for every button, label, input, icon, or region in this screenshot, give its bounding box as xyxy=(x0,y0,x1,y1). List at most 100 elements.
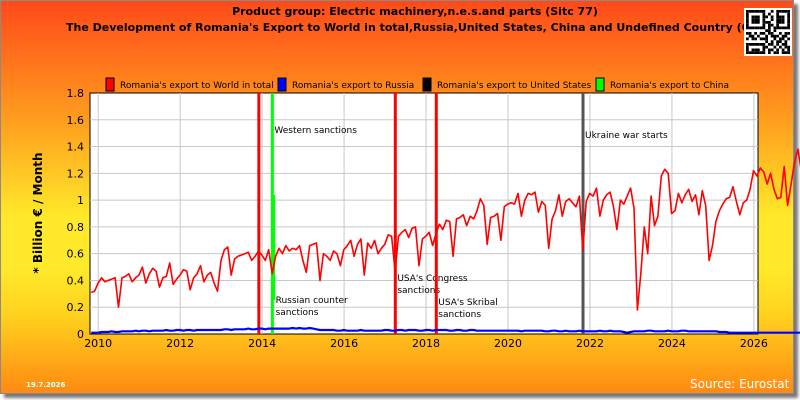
qr-module xyxy=(754,18,757,21)
qr-module xyxy=(751,10,755,13)
legend-label-china: Romania's export to China xyxy=(610,81,729,91)
qr-module xyxy=(784,43,788,46)
qr-module xyxy=(762,51,766,54)
qr-module xyxy=(770,32,774,35)
qr-module xyxy=(754,48,757,52)
qr-module xyxy=(779,45,782,49)
qr-module xyxy=(757,18,760,21)
qr-module xyxy=(754,51,757,54)
qr-module xyxy=(768,23,771,27)
x-axis: 2010 2012 2014 2016 2018 2020 2022 2024 2026 xyxy=(84,337,768,350)
y-tick-label: 0.4 xyxy=(67,274,85,287)
qr-module xyxy=(748,26,752,30)
x-tick-label: 2024 xyxy=(658,337,686,350)
qr-module xyxy=(784,26,788,30)
qr-module xyxy=(781,48,785,52)
qr-module xyxy=(770,40,774,43)
series-lines xyxy=(90,148,800,334)
qr-module xyxy=(759,43,763,46)
qr-module xyxy=(762,45,766,49)
qr-module xyxy=(773,51,777,54)
event-label: USA's Congress sanctions xyxy=(397,274,468,296)
qr-module xyxy=(784,34,788,38)
qr-module xyxy=(746,10,749,13)
qr-module xyxy=(770,34,774,38)
qr-module xyxy=(773,37,777,41)
qr-module xyxy=(779,40,782,43)
legend-swatch-world xyxy=(105,77,115,92)
qr-module xyxy=(770,10,774,13)
qr-module xyxy=(784,51,788,54)
qr-module xyxy=(770,48,774,52)
series-line-world xyxy=(90,148,800,311)
qr-module xyxy=(776,23,779,27)
y-tick-label: 0.2 xyxy=(67,301,85,314)
qr-module xyxy=(781,26,785,30)
qr-module xyxy=(784,32,788,35)
qr-module xyxy=(748,43,752,46)
x-tick-label: 2016 xyxy=(330,337,358,350)
x-tick-label: 2022 xyxy=(576,337,604,350)
qr-module xyxy=(787,21,790,24)
qr-module xyxy=(748,10,752,13)
qr-module xyxy=(770,23,774,27)
qr-module xyxy=(787,51,790,54)
qr-module xyxy=(754,26,757,30)
qr-module xyxy=(768,29,771,32)
qr-module xyxy=(751,18,755,21)
qr-module xyxy=(751,15,755,19)
event-label: Western sanctions xyxy=(274,126,357,136)
qr-module xyxy=(779,26,782,30)
qr-module xyxy=(748,34,752,38)
qr-module xyxy=(765,21,768,24)
qr-module xyxy=(787,18,790,21)
qr-module xyxy=(768,32,771,35)
qr-module xyxy=(768,43,771,46)
qr-module xyxy=(757,48,760,52)
x-tick-label: 2010 xyxy=(84,337,112,350)
legend-swatch-usa xyxy=(422,77,432,92)
qr-module xyxy=(751,51,755,54)
qr-module xyxy=(781,21,785,24)
y-tick-label: 1.8 xyxy=(67,87,85,100)
qr-module xyxy=(779,10,782,13)
qr-module xyxy=(754,21,757,24)
qr-module xyxy=(773,29,777,32)
qr-module xyxy=(787,32,790,35)
qr-module xyxy=(754,43,757,46)
qr-module xyxy=(776,34,779,38)
qr-module xyxy=(754,15,757,19)
qr-module xyxy=(787,48,790,52)
qr-module xyxy=(754,37,757,41)
qr-module xyxy=(784,40,788,43)
qr-module xyxy=(779,18,782,21)
y-tick-label: 1.4 xyxy=(67,141,85,154)
y-tick-label: 1.2 xyxy=(67,167,85,180)
qr-module xyxy=(757,10,760,13)
event-markers: Western sanctions Russian counter sanction… xyxy=(257,93,668,334)
qr-code-icon xyxy=(744,8,792,56)
x-tick-label: 2018 xyxy=(412,337,440,350)
qr-module xyxy=(757,15,760,19)
qr-module xyxy=(762,21,766,24)
qr-module xyxy=(746,37,749,41)
qr-module xyxy=(776,40,779,43)
qr-module xyxy=(762,12,766,16)
legend-swatch-russia xyxy=(277,77,287,92)
qr-module xyxy=(765,15,768,19)
qr-module xyxy=(762,43,766,46)
qr-module xyxy=(751,43,755,46)
qr-module xyxy=(765,29,768,32)
grid xyxy=(90,93,758,334)
qr-module xyxy=(787,45,790,49)
qr-module xyxy=(746,45,749,49)
qr-module xyxy=(787,37,790,41)
series-line-russia xyxy=(91,326,800,334)
qr-module xyxy=(746,23,749,27)
qr-module xyxy=(762,48,766,52)
qr-module xyxy=(773,34,777,38)
qr-module xyxy=(746,12,749,16)
qr-module xyxy=(746,48,749,52)
qr-module xyxy=(784,10,788,13)
qr-module xyxy=(759,37,763,41)
